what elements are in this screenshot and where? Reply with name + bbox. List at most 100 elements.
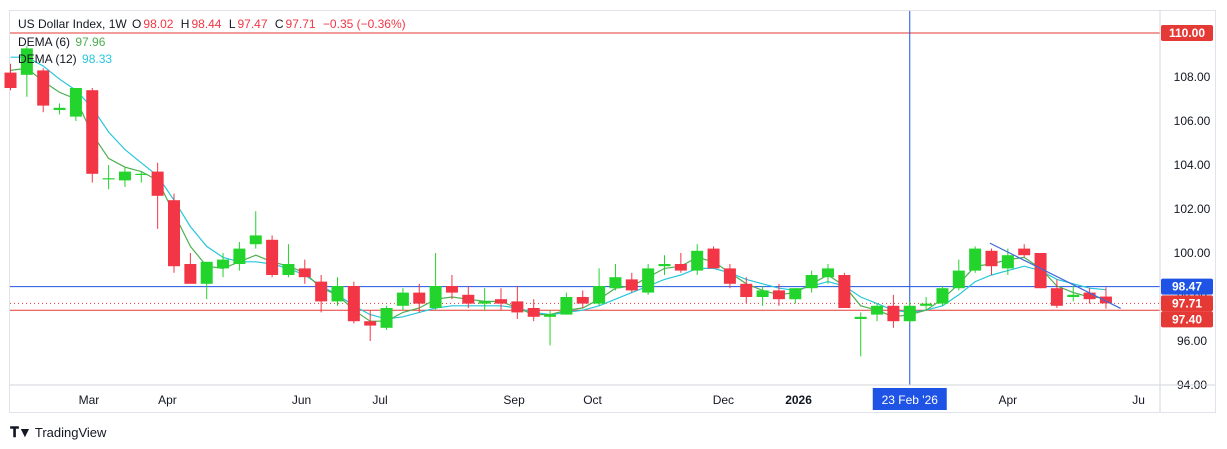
x-tick-label: Ju xyxy=(1132,393,1145,407)
candle-down xyxy=(707,246,720,269)
crosshair-date-label: 23 Feb '26 xyxy=(882,393,939,407)
legend-dema12[interactable]: DEMA (12) 98.33 xyxy=(18,52,114,66)
candle-up xyxy=(233,242,246,271)
candle-body xyxy=(298,268,311,278)
candle-body xyxy=(1067,294,1080,297)
candle-up xyxy=(429,253,442,311)
trendline xyxy=(989,242,1121,309)
candle-body xyxy=(903,305,916,322)
candle-body xyxy=(151,171,164,196)
x-tick-label: 2026 xyxy=(785,393,812,407)
candle-up xyxy=(1001,248,1014,275)
candle-down xyxy=(347,281,360,324)
candle-up xyxy=(380,305,393,330)
candle-body xyxy=(544,314,557,317)
candle-body xyxy=(20,48,33,75)
candle-body xyxy=(691,250,704,271)
x-tick-label: Jun xyxy=(292,393,311,407)
candle-body xyxy=(511,301,524,313)
candle-body xyxy=(756,290,769,297)
candle-up xyxy=(789,288,802,304)
candle-body xyxy=(527,308,540,317)
y-tick-label: 96.00 xyxy=(1177,334,1207,348)
candle-body xyxy=(707,248,720,269)
x-tick-label: Dec xyxy=(713,393,734,407)
candle-down xyxy=(887,294,900,328)
price-tag: 97.40 xyxy=(1161,311,1213,328)
candle-body xyxy=(364,321,377,326)
candle-body xyxy=(495,299,507,304)
tradingview-footer[interactable]: 𝐓▼ TradingView xyxy=(10,424,106,441)
candle-body xyxy=(740,283,753,297)
price-tag: 97.71 xyxy=(1161,295,1213,312)
candle-up xyxy=(282,244,295,278)
candle-body xyxy=(69,88,82,117)
candle-body xyxy=(53,107,66,110)
candle-body xyxy=(413,292,426,304)
x-tick-label: Oct xyxy=(583,393,602,407)
candle-body xyxy=(658,264,671,267)
candle-up xyxy=(20,46,33,97)
y-axis: 94.0096.0098.00100.00102.00104.00106.001… xyxy=(1159,11,1211,412)
candle-up xyxy=(903,301,916,324)
x-axis: Mar Apr Jun Jul Sep Oct Dec 2026 Apr Ju xyxy=(10,384,1215,407)
candle-up xyxy=(118,167,131,187)
candle-up xyxy=(756,286,769,306)
legend-close: C 97.71 xyxy=(274,17,316,31)
y-tick-label: 102.00 xyxy=(1174,202,1211,216)
candle-down xyxy=(527,299,540,322)
candle-down xyxy=(625,272,638,293)
candle-body xyxy=(1001,255,1014,269)
candle-body xyxy=(102,178,115,180)
candle-body xyxy=(249,235,262,245)
price-tag: 110.00 xyxy=(1161,25,1213,41)
candle-up xyxy=(952,259,965,291)
candle-down xyxy=(4,63,17,91)
tradingview-logo-icon: 𝐓▼ xyxy=(10,424,32,440)
candle-body xyxy=(674,264,687,271)
candle-down xyxy=(168,193,180,273)
legend-low: L 97.47 xyxy=(228,17,268,31)
candle-body xyxy=(822,268,834,278)
dema6-label: DEMA (6) xyxy=(18,35,71,49)
dema12-label: DEMA (12) xyxy=(18,52,77,66)
legend-high: H 98.44 xyxy=(180,17,222,31)
candle-up xyxy=(871,303,884,322)
candle-body xyxy=(445,286,458,293)
price-tag-bg xyxy=(1161,278,1213,295)
candle-body xyxy=(266,239,279,275)
y-tick-label: 108.00 xyxy=(1174,70,1211,84)
crosshair-date-bg xyxy=(872,388,947,410)
candle-down xyxy=(985,248,998,275)
legend-dema6[interactable]: DEMA (6) 97.96 xyxy=(18,35,107,49)
candle-up xyxy=(69,88,82,121)
price-tag-label: 97.71 xyxy=(1172,296,1202,310)
candle-body xyxy=(805,275,818,289)
candle-down xyxy=(1083,288,1096,304)
x-tick-label: Mar xyxy=(79,393,100,407)
crosshair-date-tag: 23 Feb '26 xyxy=(872,388,947,410)
brand-name: TradingView xyxy=(34,425,107,440)
candle-body xyxy=(282,264,295,275)
candle-body xyxy=(217,259,230,269)
dema6-layer xyxy=(10,67,1107,322)
dema6-line xyxy=(10,67,1107,322)
candle-body xyxy=(772,290,785,300)
candle-down xyxy=(495,288,507,311)
candle-up xyxy=(822,264,834,284)
candle-body xyxy=(135,173,148,175)
candle-down xyxy=(266,235,279,278)
candle-body xyxy=(789,288,802,300)
chart-frame xyxy=(9,10,1216,413)
legend-symbol: US Dollar Index, 1W xyxy=(18,17,127,31)
candle-body xyxy=(625,279,638,291)
legend-ohlc: US Dollar Index, 1W O 98.02 H 98.44 L 97.47… xyxy=(18,17,408,31)
candle-down xyxy=(151,162,164,229)
candle-body xyxy=(985,250,998,267)
candle-body xyxy=(576,297,589,304)
dema12-value: 98.33 xyxy=(82,52,113,66)
candle-body xyxy=(936,288,949,304)
price-tag-bg xyxy=(1161,295,1213,312)
candle-down xyxy=(184,253,197,284)
